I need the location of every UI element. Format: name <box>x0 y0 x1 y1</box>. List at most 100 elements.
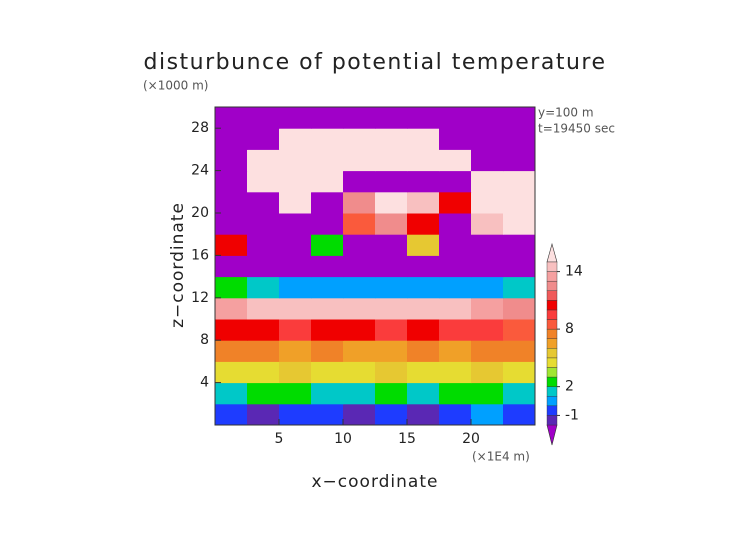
contour-cell <box>247 107 280 129</box>
colorbar-band <box>546 357 558 368</box>
colorbar-band <box>546 396 558 407</box>
contour-cell <box>247 319 280 341</box>
contour-cell <box>375 128 408 150</box>
annotation: t=19450 sec <box>538 122 615 136</box>
colorbar-band <box>546 261 558 272</box>
contour-cell <box>407 297 440 320</box>
contour-cell <box>471 340 504 362</box>
contour-cell <box>215 297 248 320</box>
contour-cell <box>215 340 248 362</box>
contour-cell <box>247 191 280 214</box>
contour-cell <box>439 128 472 150</box>
contour-cell <box>215 149 248 172</box>
contour-cell <box>503 403 536 426</box>
contour-cell <box>471 149 504 172</box>
chart-title: disturbunce of potential temperature <box>144 50 607 75</box>
colorbar-band <box>546 309 558 320</box>
contour-cell <box>215 107 248 129</box>
contour-cell <box>247 255 280 278</box>
contour-cell <box>279 319 312 341</box>
contour-cell <box>439 170 472 193</box>
colorbar-band <box>546 271 558 282</box>
plot-frame <box>214 106 536 426</box>
contour-cell <box>343 297 376 320</box>
contour-cell <box>471 128 504 150</box>
contour-cell <box>503 170 536 193</box>
contour-cell <box>471 276 504 299</box>
colorbar-band <box>546 300 558 311</box>
contour-cell <box>311 297 344 320</box>
contour-cell <box>247 213 280 235</box>
contour-cell <box>343 255 376 278</box>
x-tick-label: 10 <box>334 431 352 447</box>
contour-cell <box>407 170 440 193</box>
contour-cell <box>471 234 504 256</box>
contour-cell <box>343 107 376 129</box>
contour-cell <box>503 191 536 214</box>
contour-cell <box>375 107 408 129</box>
colorbar-label: 8 <box>565 321 574 337</box>
contour-cell <box>503 382 536 405</box>
contour-cell <box>407 276 440 299</box>
contour-cell <box>279 170 312 193</box>
contour-cell <box>279 107 312 129</box>
contour-cell <box>247 128 280 150</box>
contour-cell <box>375 213 408 235</box>
contour-cell <box>279 234 312 256</box>
contour-cell <box>247 361 280 384</box>
contour-cell <box>439 340 472 362</box>
contour-cell <box>503 361 536 384</box>
contour-cell <box>439 403 472 426</box>
contour-cell <box>471 107 504 129</box>
contour-cell <box>311 340 344 362</box>
contour-cell <box>343 128 376 150</box>
contour-cell <box>503 128 536 150</box>
contour-cell <box>215 234 248 256</box>
contour-cell <box>375 297 408 320</box>
contour-cell <box>311 276 344 299</box>
contour-cell <box>279 149 312 172</box>
contour-cell <box>375 191 408 214</box>
contour-cell <box>343 234 376 256</box>
x-unit: (×1E4 m) <box>472 450 530 464</box>
contour-cell <box>407 191 440 214</box>
contour-cell <box>375 382 408 405</box>
colorbar-band <box>546 415 558 426</box>
contour-cell <box>375 319 408 341</box>
contour-cell <box>247 297 280 320</box>
contour-cell <box>471 255 504 278</box>
contour-cell <box>247 276 280 299</box>
contour-cell <box>311 170 344 193</box>
x-tick-label: 15 <box>398 431 416 447</box>
y-tick-label: 8 <box>200 332 209 348</box>
contour-cell <box>343 403 376 426</box>
colorbar-band <box>546 290 558 301</box>
y-tick-label: 4 <box>200 375 209 391</box>
contour-cell <box>439 149 472 172</box>
x-axis-label: x−coordinate <box>312 472 439 492</box>
colorbar-label: 14 <box>565 264 583 280</box>
contour-cell <box>503 149 536 172</box>
contour-cell <box>343 170 376 193</box>
contour-cell <box>439 297 472 320</box>
contour-cell <box>503 107 536 129</box>
contour-cell <box>439 319 472 341</box>
contour-cell <box>343 382 376 405</box>
contour-cell <box>471 213 504 235</box>
contour-cell <box>279 191 312 214</box>
colorbar-low <box>546 424 558 446</box>
contour-cell <box>343 319 376 341</box>
contour-cell <box>471 191 504 214</box>
contour-cell <box>439 107 472 129</box>
contour-cell <box>279 255 312 278</box>
contour-cell <box>311 361 344 384</box>
colorbar-high <box>546 242 558 263</box>
contour-cell <box>407 213 440 235</box>
contour-cell <box>279 128 312 150</box>
contour-cell <box>311 149 344 172</box>
contour-cell <box>215 276 248 299</box>
contour-cell <box>311 382 344 405</box>
contour-cell <box>343 213 376 235</box>
colorbar-label: 2 <box>565 379 574 395</box>
contour-cell <box>311 191 344 214</box>
